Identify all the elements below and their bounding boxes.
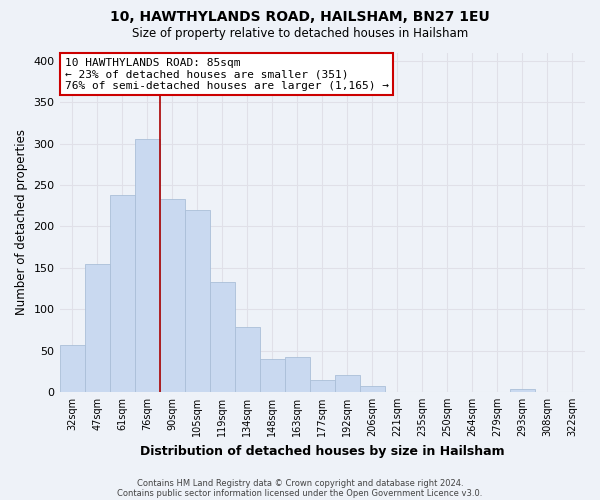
Bar	[160, 199, 185, 392]
Y-axis label: Number of detached properties: Number of detached properties	[15, 129, 28, 315]
X-axis label: Distribution of detached houses by size in Hailsham: Distribution of detached houses by size …	[140, 444, 505, 458]
Bar	[285, 357, 310, 392]
Bar	[335, 376, 360, 392]
Text: Contains public sector information licensed under the Open Government Licence v3: Contains public sector information licen…	[118, 488, 482, 498]
Bar	[310, 380, 335, 392]
Text: Contains HM Land Registry data © Crown copyright and database right 2024.: Contains HM Land Registry data © Crown c…	[137, 478, 463, 488]
Bar	[110, 195, 134, 392]
Text: Size of property relative to detached houses in Hailsham: Size of property relative to detached ho…	[132, 28, 468, 40]
Bar	[235, 328, 260, 392]
Bar	[209, 282, 235, 392]
Bar	[85, 264, 110, 392]
Text: 10 HAWTHYLANDS ROAD: 85sqm
← 23% of detached houses are smaller (351)
76% of sem: 10 HAWTHYLANDS ROAD: 85sqm ← 23% of deta…	[65, 58, 389, 91]
Bar	[59, 344, 85, 392]
Bar	[185, 210, 209, 392]
Bar	[260, 359, 285, 392]
Text: 10, HAWTHYLANDS ROAD, HAILSHAM, BN27 1EU: 10, HAWTHYLANDS ROAD, HAILSHAM, BN27 1EU	[110, 10, 490, 24]
Bar	[510, 388, 535, 392]
Bar	[360, 386, 385, 392]
Bar	[134, 140, 160, 392]
